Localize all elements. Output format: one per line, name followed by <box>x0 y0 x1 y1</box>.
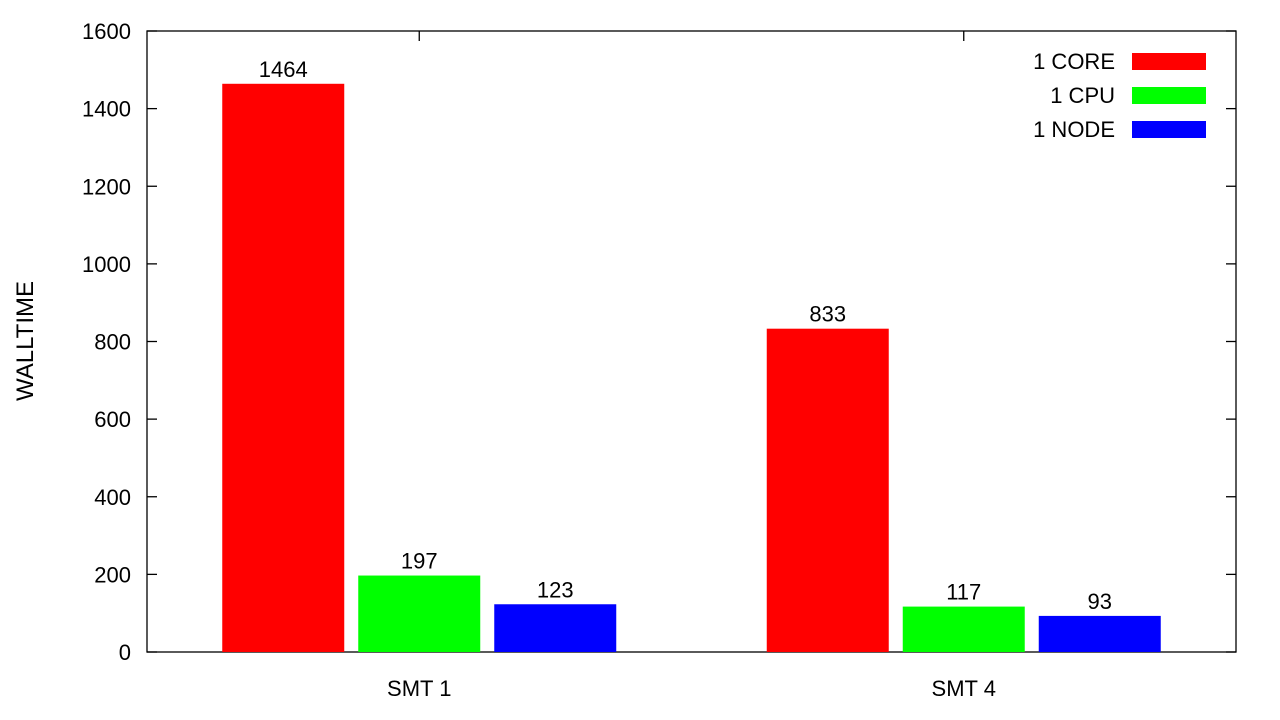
y-axis: 0 200 400 600 800 1000 1200 1400 1600 <box>82 19 1236 665</box>
bar <box>902 606 1025 652</box>
y-tick-label: 400 <box>94 485 131 510</box>
y-tick-label: 1200 <box>82 174 131 199</box>
legend-swatch <box>1132 87 1206 104</box>
legend-swatch <box>1132 53 1206 70</box>
bar-value-label: 197 <box>401 549 438 574</box>
y-axis-title: WALLTIME <box>12 281 39 401</box>
bar <box>1038 615 1161 652</box>
bar-value-label: 93 <box>1088 589 1112 614</box>
legend-label: 1 NODE <box>1033 117 1115 142</box>
bar <box>494 604 617 652</box>
legend: 1 CORE 1 CPU 1 NODE <box>1033 49 1206 142</box>
bars <box>222 83 1161 652</box>
bar <box>358 575 481 652</box>
x-axis: SMT 1 SMT 4 <box>387 31 996 701</box>
bar-value-label: 1464 <box>259 57 308 82</box>
legend-label: 1 CORE <box>1033 49 1115 74</box>
bar <box>766 328 889 652</box>
y-tick-label: 800 <box>94 330 131 355</box>
legend-label: 1 CPU <box>1050 83 1115 108</box>
bar <box>222 83 345 652</box>
y-tick-label: 1600 <box>82 19 131 44</box>
x-tick-label: SMT 1 <box>387 676 451 701</box>
y-tick-label: 1000 <box>82 252 131 277</box>
bar-value-label: 833 <box>809 302 846 327</box>
y-tick-label: 200 <box>94 562 131 587</box>
y-tick-label: 0 <box>119 640 131 665</box>
y-tick-label: 1400 <box>82 97 131 122</box>
bar-value-label: 123 <box>537 577 574 602</box>
y-tick-label: 600 <box>94 407 131 432</box>
bar-value-label: 117 <box>946 580 981 605</box>
legend-swatch <box>1132 121 1206 138</box>
x-tick-label: SMT 4 <box>932 676 996 701</box>
data-labels: 1464 197 123 833 117 93 <box>259 57 1112 614</box>
